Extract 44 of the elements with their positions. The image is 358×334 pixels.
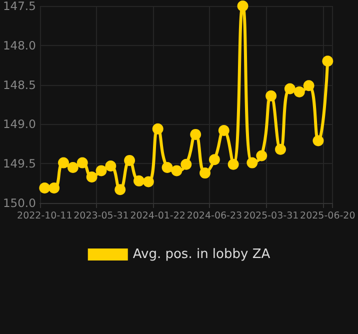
point (48, 182, 60, 194)
point (114, 184, 126, 196)
y-tick-label: 149.5 (2, 156, 36, 171)
legend-label: Avg. pos. in lobby ZA (132, 247, 270, 262)
x-tick-label: 2025-03-31 (243, 210, 299, 222)
point (322, 56, 334, 67)
point (67, 162, 78, 174)
point (200, 168, 211, 179)
point (284, 83, 296, 94)
y-tick-label: 148.5 (2, 78, 36, 92)
x-tick-label: 2024-06-23 (186, 210, 242, 222)
point (142, 176, 154, 188)
point (303, 80, 314, 92)
point (294, 86, 305, 98)
point (237, 0, 248, 12)
point (76, 157, 88, 168)
x-tick-label: 2025-06-20 (300, 210, 356, 222)
point (218, 125, 230, 136)
x-tick-label: 2023-05-31 (74, 210, 129, 222)
point (246, 157, 258, 168)
point (58, 157, 70, 168)
y-tick-label: 147.5 (2, 0, 36, 13)
point (39, 182, 50, 194)
point (96, 165, 107, 176)
point (162, 162, 173, 174)
point (266, 90, 277, 102)
point (256, 150, 268, 162)
point (124, 154, 136, 166)
point (228, 158, 239, 170)
point (208, 154, 220, 166)
x-tick-label: 2024-01-22 (130, 210, 186, 222)
y-tick-label: 148.0 (2, 38, 36, 52)
y-tick-label: 150.0 (2, 196, 36, 210)
point (152, 123, 164, 134)
point (312, 135, 324, 146)
point (180, 158, 192, 170)
x-tick-label: 2022-10-11 (17, 210, 72, 222)
point (105, 160, 116, 172)
y-tick-label: 149.0 (2, 117, 36, 132)
point (190, 128, 202, 140)
point (86, 172, 98, 182)
point (275, 144, 286, 155)
point (133, 175, 144, 186)
point (171, 165, 182, 176)
